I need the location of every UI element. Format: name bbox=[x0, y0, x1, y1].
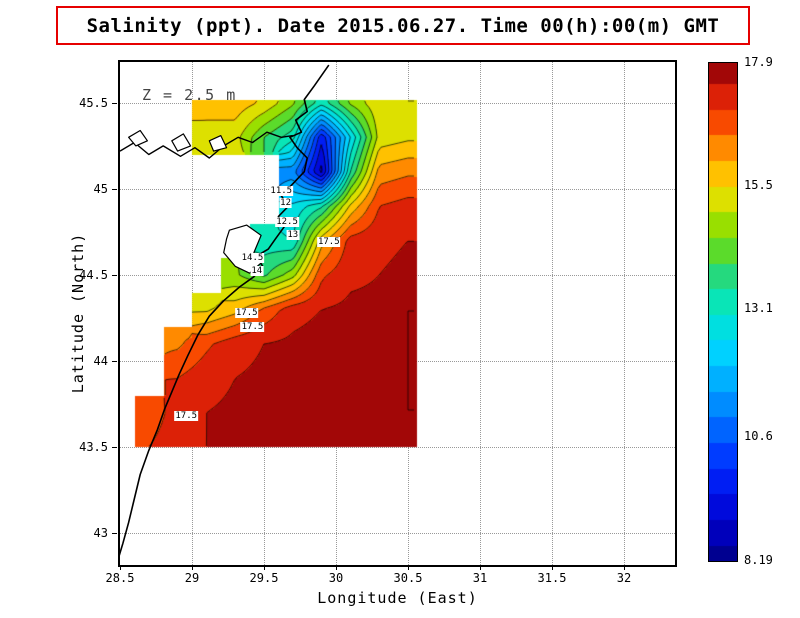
y-tick-label: 45.5 bbox=[79, 95, 108, 110]
x-tick-label: 29.5 bbox=[249, 571, 279, 585]
colorbar-gradient-canvas bbox=[708, 62, 738, 562]
gridline-vertical bbox=[192, 62, 193, 565]
x-tick-label: 29 bbox=[184, 571, 200, 585]
gridline-horizontal bbox=[120, 188, 675, 190]
lake-outline-2 bbox=[208, 135, 228, 152]
contour-label: 17.5 bbox=[316, 237, 341, 248]
y-axis-label: Latitude (North) bbox=[69, 232, 87, 394]
x-tick-label: 30.5 bbox=[393, 571, 423, 585]
contour-label: 13 bbox=[286, 230, 300, 241]
x-tick-label: 30 bbox=[328, 571, 344, 585]
contour-labels-layer: 11.5 12 12.5 13 14.5 14 17.5 17.5 17.5 17.5 bbox=[120, 62, 675, 565]
y-tick-label: 43 bbox=[93, 525, 108, 540]
danube-river-line bbox=[120, 131, 293, 159]
coastline-overlay bbox=[120, 64, 330, 556]
plot-area: 11.5 12 12.5 13 14.5 14 17.5 17.5 17.5 17.5 Z = 2… bbox=[118, 60, 677, 567]
gridline-vertical bbox=[408, 62, 409, 565]
colorbar-tick-label: 8.19 bbox=[744, 553, 773, 567]
y-tick-mark bbox=[112, 532, 117, 534]
coastline bbox=[120, 64, 330, 556]
colorbar-tick-label: 17.9 bbox=[744, 55, 773, 69]
lake-outline-3 bbox=[223, 224, 262, 274]
gridline-vertical bbox=[336, 62, 337, 565]
y-tick-mark bbox=[112, 360, 117, 362]
x-tick-label: 28.5 bbox=[105, 571, 135, 585]
gridline-vertical bbox=[264, 62, 265, 565]
contour-label: 12.5 bbox=[275, 216, 299, 227]
gridline-vertical bbox=[624, 62, 625, 565]
gridline-vertical bbox=[552, 62, 553, 565]
plot-title-box: Salinity (ppt). Date 2015.06.27. Time 00… bbox=[56, 6, 750, 45]
grid-lines bbox=[120, 62, 675, 565]
contour-label: 17.5 bbox=[240, 321, 265, 332]
gridline-horizontal bbox=[120, 274, 675, 276]
contour-label: 12 bbox=[279, 197, 293, 208]
contour-label: 14 bbox=[250, 266, 264, 277]
depth-annotation: Z = 2.5 m bbox=[142, 86, 237, 104]
y-tick-mark bbox=[112, 188, 117, 190]
x-axis-label: Longitude (East) bbox=[317, 589, 478, 607]
contour-label: 11.5 bbox=[269, 185, 294, 196]
colorbar bbox=[708, 62, 738, 562]
contour-label: 14.5 bbox=[240, 252, 265, 263]
plot-title: Salinity (ppt). Date 2015.06.27. Time 00… bbox=[86, 14, 720, 37]
y-tick-mark bbox=[112, 274, 117, 276]
y-tick-mark bbox=[112, 102, 117, 104]
x-tick-label: 32 bbox=[616, 571, 632, 585]
colorbar-tick-label: 13.1 bbox=[744, 301, 773, 316]
y-tick-mark bbox=[112, 446, 117, 448]
gridline-vertical bbox=[480, 62, 481, 565]
colorbar-tick-label: 10.6 bbox=[744, 429, 773, 444]
colorbar-tick-label: 15.5 bbox=[744, 178, 773, 193]
gridline-horizontal bbox=[120, 360, 675, 362]
salinity-heatmap-canvas bbox=[120, 62, 675, 565]
contour-label: 17.5 bbox=[234, 307, 259, 318]
lake-outline-1 bbox=[171, 133, 192, 152]
x-tick-label: 31 bbox=[472, 571, 488, 585]
y-tick-label: 45 bbox=[93, 181, 108, 196]
lake-outline-0 bbox=[128, 129, 148, 147]
contour-label: 17.5 bbox=[174, 410, 199, 421]
y-tick-label: 43.5 bbox=[79, 439, 108, 454]
x-tick-label: 31.5 bbox=[537, 571, 567, 585]
gridline-horizontal bbox=[120, 532, 675, 534]
gridline-horizontal bbox=[120, 446, 675, 448]
